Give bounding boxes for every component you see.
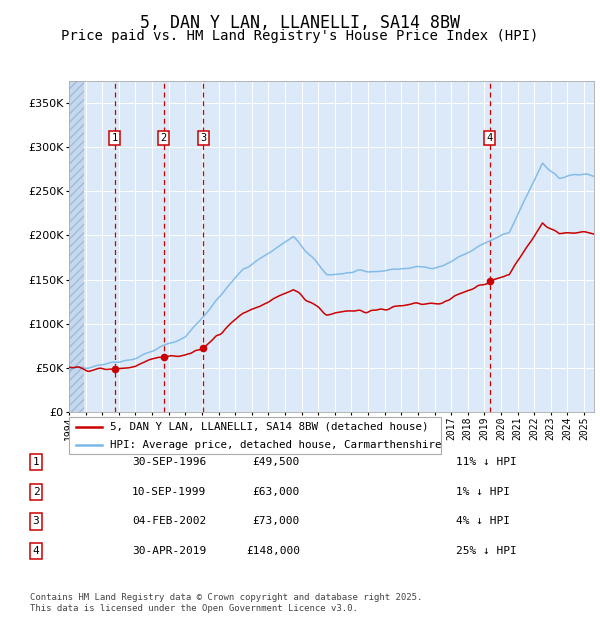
FancyBboxPatch shape xyxy=(69,417,441,454)
Text: 10-SEP-1999: 10-SEP-1999 xyxy=(132,487,206,497)
Text: £63,000: £63,000 xyxy=(253,487,300,497)
Text: 11% ↓ HPI: 11% ↓ HPI xyxy=(456,457,517,467)
Text: 30-SEP-1996: 30-SEP-1996 xyxy=(132,457,206,467)
Text: £49,500: £49,500 xyxy=(253,457,300,467)
Text: 1% ↓ HPI: 1% ↓ HPI xyxy=(456,487,510,497)
Text: Contains HM Land Registry data © Crown copyright and database right 2025.
This d: Contains HM Land Registry data © Crown c… xyxy=(30,593,422,613)
Text: 4: 4 xyxy=(32,546,40,556)
Text: 04-FEB-2002: 04-FEB-2002 xyxy=(132,516,206,526)
Text: 1: 1 xyxy=(32,457,40,467)
Text: £73,000: £73,000 xyxy=(253,516,300,526)
Text: 4: 4 xyxy=(487,133,493,143)
Text: 1: 1 xyxy=(112,133,118,143)
Text: 5, DAN Y LAN, LLANELLI, SA14 8BW (detached house): 5, DAN Y LAN, LLANELLI, SA14 8BW (detach… xyxy=(110,422,428,432)
Text: 2: 2 xyxy=(32,487,40,497)
Text: Price paid vs. HM Land Registry's House Price Index (HPI): Price paid vs. HM Land Registry's House … xyxy=(61,29,539,43)
Text: 5, DAN Y LAN, LLANELLI, SA14 8BW: 5, DAN Y LAN, LLANELLI, SA14 8BW xyxy=(140,14,460,32)
Bar xyxy=(69,81,84,412)
Text: £148,000: £148,000 xyxy=(246,546,300,556)
Text: 30-APR-2019: 30-APR-2019 xyxy=(132,546,206,556)
Text: 2: 2 xyxy=(160,133,167,143)
Text: 3: 3 xyxy=(32,516,40,526)
Text: 4% ↓ HPI: 4% ↓ HPI xyxy=(456,516,510,526)
Text: 3: 3 xyxy=(200,133,206,143)
Text: HPI: Average price, detached house, Carmarthenshire: HPI: Average price, detached house, Carm… xyxy=(110,440,442,450)
Text: 25% ↓ HPI: 25% ↓ HPI xyxy=(456,546,517,556)
